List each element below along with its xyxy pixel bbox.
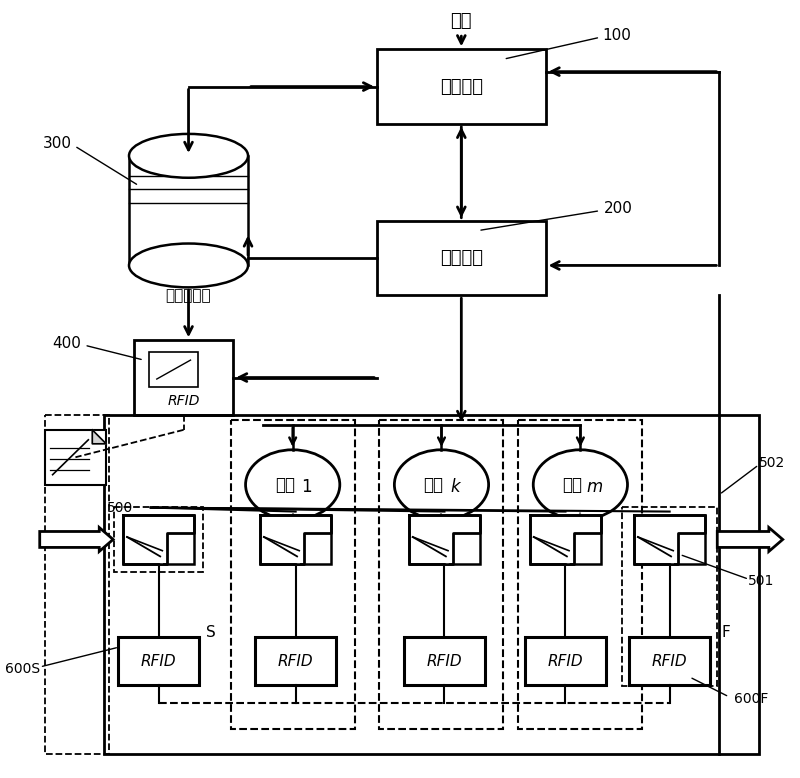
FancyArrow shape — [718, 527, 782, 552]
Text: 200: 200 — [604, 202, 633, 216]
Bar — [379, 420, 503, 729]
Polygon shape — [123, 514, 194, 564]
Text: S: S — [206, 625, 216, 640]
Text: 机器: 机器 — [562, 475, 582, 494]
Text: 400: 400 — [52, 335, 81, 351]
Text: 机器: 机器 — [274, 475, 294, 494]
Polygon shape — [92, 430, 106, 443]
Ellipse shape — [246, 450, 340, 520]
Text: k: k — [450, 478, 460, 496]
Bar — [129, 156, 248, 265]
Polygon shape — [530, 514, 602, 564]
FancyArrow shape — [40, 527, 113, 552]
Bar — [123, 514, 194, 564]
Text: 计划模块: 计划模块 — [440, 78, 483, 96]
Text: RFID: RFID — [426, 654, 462, 668]
Text: 调度模块: 调度模块 — [440, 249, 483, 267]
Ellipse shape — [129, 134, 248, 177]
Ellipse shape — [129, 244, 248, 287]
Text: 501: 501 — [748, 574, 774, 588]
Bar — [377, 221, 546, 296]
Text: 1: 1 — [302, 478, 312, 496]
Text: RFID: RFID — [167, 394, 200, 408]
Polygon shape — [634, 514, 706, 564]
Bar — [404, 637, 485, 685]
Bar — [629, 637, 710, 685]
Polygon shape — [638, 537, 674, 564]
Bar — [134, 340, 233, 415]
Text: 500: 500 — [106, 500, 133, 514]
Text: RFID: RFID — [652, 654, 687, 668]
Polygon shape — [413, 537, 448, 564]
Bar — [409, 514, 480, 564]
Bar — [518, 420, 642, 729]
Text: 机器: 机器 — [423, 475, 443, 494]
Bar — [104, 415, 759, 754]
Bar — [525, 637, 606, 685]
Text: m: m — [586, 478, 602, 496]
Text: 300: 300 — [43, 136, 72, 152]
Text: 系统数据库: 系统数据库 — [166, 288, 211, 303]
Bar — [45, 430, 106, 485]
Polygon shape — [127, 537, 162, 564]
Text: 订单: 订单 — [450, 12, 472, 30]
Text: 600F: 600F — [734, 692, 768, 706]
Text: 100: 100 — [602, 28, 631, 43]
Bar — [622, 506, 718, 686]
Polygon shape — [409, 514, 480, 564]
Bar — [255, 637, 336, 685]
Polygon shape — [534, 537, 569, 564]
Text: F: F — [722, 625, 730, 640]
Bar — [634, 514, 706, 564]
Bar — [230, 420, 354, 729]
Text: RFID: RFID — [141, 654, 177, 668]
Bar — [377, 49, 546, 124]
Bar — [114, 506, 203, 573]
Bar — [530, 514, 602, 564]
Polygon shape — [260, 514, 331, 564]
Text: 502: 502 — [758, 456, 785, 470]
Bar — [260, 514, 331, 564]
Text: RFID: RFID — [548, 654, 583, 668]
Text: RFID: RFID — [278, 654, 314, 668]
Ellipse shape — [394, 450, 489, 520]
Bar — [45, 415, 109, 754]
Polygon shape — [264, 537, 299, 564]
Text: 600S: 600S — [6, 662, 41, 676]
Ellipse shape — [534, 450, 627, 520]
Bar — [149, 352, 198, 387]
Bar — [118, 637, 199, 685]
